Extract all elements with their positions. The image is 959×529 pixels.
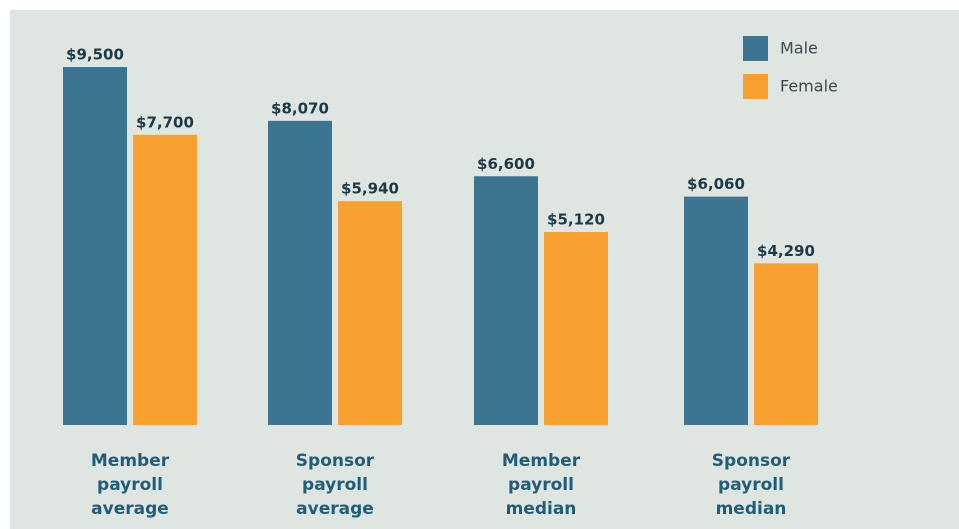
legend-swatch: [743, 74, 768, 99]
bar: [63, 67, 127, 425]
bar: [544, 232, 608, 425]
legend-label: Male: [780, 39, 818, 58]
value-label: $5,940: [341, 180, 399, 198]
value-label: $4,290: [757, 242, 815, 260]
value-label: $8,070: [271, 99, 329, 117]
legend-label: Female: [780, 77, 838, 96]
value-label: $6,600: [477, 155, 535, 173]
value-label: $9,500: [66, 46, 124, 64]
bar: [338, 201, 402, 425]
category-label: Sponsor payroll average: [295, 451, 375, 519]
bar: [474, 176, 538, 425]
value-label: $5,120: [547, 211, 605, 229]
bar: [684, 196, 748, 425]
category-label: Member payroll median: [501, 451, 581, 519]
bar: [133, 134, 197, 425]
bar: [268, 120, 332, 425]
legend-swatch: [743, 36, 768, 61]
category-label: Sponsor payroll median: [711, 451, 791, 519]
value-label: $7,700: [136, 113, 194, 131]
value-label: $6,060: [687, 175, 745, 193]
category-label: Member payroll average: [90, 451, 170, 519]
bar: [754, 263, 818, 425]
